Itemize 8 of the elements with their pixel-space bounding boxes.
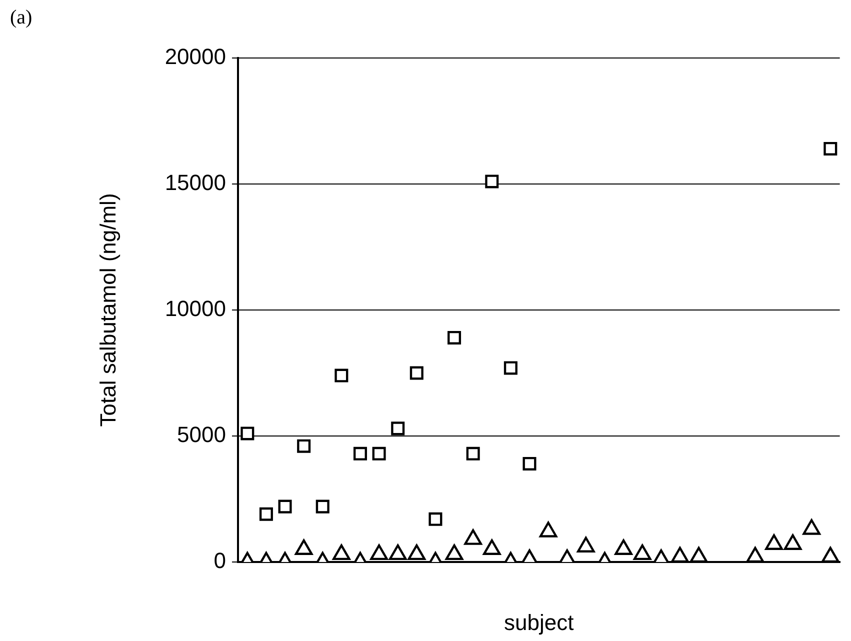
- y-tick-label: 20000: [164, 44, 226, 70]
- y-tick-label: 10000: [164, 296, 226, 322]
- y-tick-label: 15000: [164, 170, 226, 196]
- y-axis-title: Total salbutamol (ng/ml): [95, 193, 120, 427]
- x-axis-title: subject: [504, 610, 574, 635]
- text: (a): [10, 6, 32, 28]
- y-tick-label: 0: [214, 548, 226, 574]
- y-tick-label: 5000: [177, 422, 226, 448]
